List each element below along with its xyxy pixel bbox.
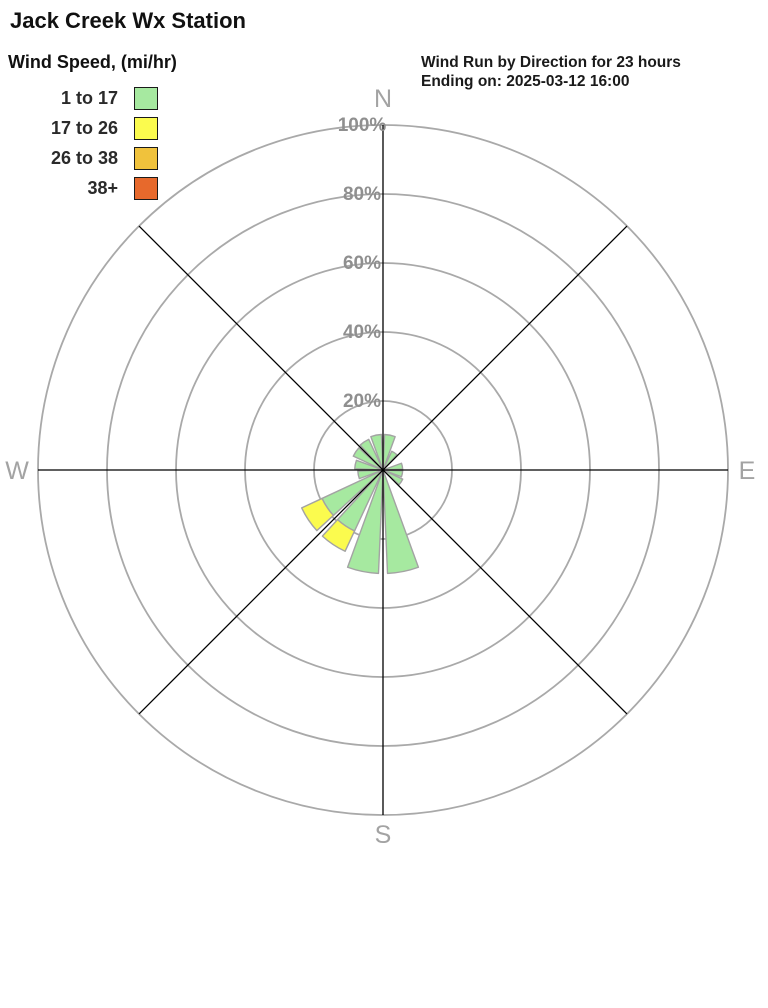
compass-label-E: E [739,457,756,485]
legend-item-label: 38+ [87,177,118,198]
petal-sector-67.5-bin-0 [382,462,404,471]
legend-color-swatch [134,116,158,140]
wind-speed-legend: Wind Speed, (mi/hr) 1 to 17 17 to 26 26 to… [8,52,177,207]
station-title: Jack Creek Wx Station [10,8,246,33]
legend-item-3: 38+ [8,176,177,200]
petal-sector-180-bin-0 [346,469,384,575]
legend-item-0: 1 to 17 [8,86,177,110]
axis-se-nw [138,225,628,715]
ring-label-20: 20% [343,391,381,412]
legend-item-label: 17 to 26 [50,117,118,138]
petal-sector-157.5-bin-0 [382,469,420,575]
compass-label-W: W [5,457,29,485]
legend-color-swatch [134,176,158,200]
petal-sector-202.5-bin-1 [321,518,356,552]
petal-sector-247.5-bin-0 [357,469,384,480]
chart-header-line2: Ending on: 2025-03-12 16:00 [421,73,630,90]
petal-sector-22.5-bin-0 [382,450,398,471]
legend-color-swatch [134,146,158,170]
legend-item-1: 17 to 26 [8,116,177,140]
petal-sector-112.5-bin-0 [382,469,404,486]
petal-sector-315-bin-0 [359,438,384,471]
petal-sector-270-bin-0 [354,459,384,471]
petal-sector-0-bin-0 [382,433,396,471]
chart-header-line1: Wind Run by Direction for 23 hours [421,54,681,71]
legend-item-2: 26 to 38 [8,146,177,170]
petal-sector-292.5-bin-0 [352,447,384,471]
compass-label-N: N [374,85,392,113]
legend-color-swatch [134,86,158,110]
legend-item-label: 1 to 17 [60,87,118,108]
petal-sector-337.5-bin-0 [370,433,384,471]
compass-label-S: S [375,821,392,849]
legend-title: Wind Speed, (mi/hr) [8,52,177,72]
chart-header: Wind Run by Direction for 23 hours Endin… [421,53,681,91]
ring-label-40: 40% [343,322,381,343]
petal-sector-225-bin-1 [301,497,335,532]
ring-label-100: 100% [338,115,387,136]
ring-label-60: 60% [343,253,381,274]
legend-items: 1 to 17 17 to 26 26 to 38 38+ [8,86,177,200]
legend-item-label: 26 to 38 [50,147,118,168]
ring-label-80: 80% [343,184,381,205]
